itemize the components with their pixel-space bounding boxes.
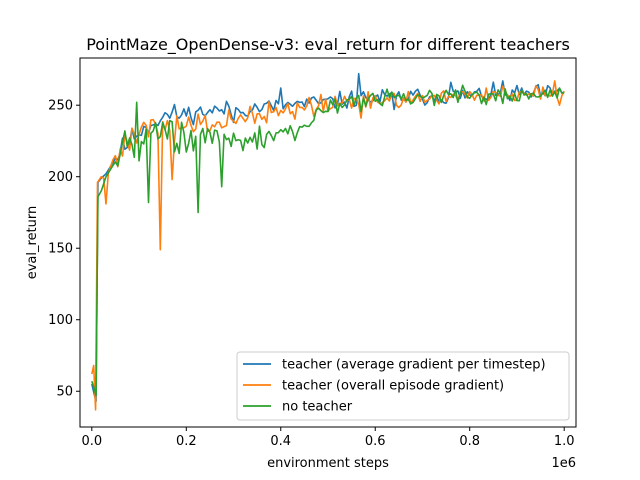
y-axis-ticks: 50 100 150 200 250 xyxy=(48,99,80,400)
x-axis-ticks: 0.0 0.2 0.4 0.6 0.8 1.0 xyxy=(81,427,575,449)
x-tick-label: 0.2 xyxy=(176,434,197,449)
y-tick-label: 150 xyxy=(48,242,73,257)
chart-title: PointMaze_OpenDense-v3: eval_return for … xyxy=(86,35,570,55)
y-tick-label: 250 xyxy=(48,99,73,114)
legend-label: teacher (overall episode gradient) xyxy=(282,379,504,394)
x-tick-label: 0.4 xyxy=(270,434,291,449)
x-axis-offset-label: 1e6 xyxy=(551,456,576,471)
x-tick-label: 0.0 xyxy=(81,434,102,449)
series-line-3 xyxy=(91,84,565,397)
y-tick-label: 50 xyxy=(56,385,73,400)
y-tick-label: 100 xyxy=(48,313,73,328)
x-tick-label: 1.0 xyxy=(554,434,575,449)
x-axis-label: environment steps xyxy=(267,456,389,471)
legend: teacher (average gradient per timestep) t… xyxy=(236,351,570,421)
x-tick-label: 0.6 xyxy=(365,434,386,449)
x-tick-label: 0.8 xyxy=(459,434,480,449)
legend-box xyxy=(236,351,570,421)
legend-label: teacher (average gradient per timestep) xyxy=(282,358,546,373)
y-axis-label: eval_return xyxy=(25,206,40,280)
plot-area xyxy=(79,57,577,428)
axes-frame xyxy=(79,57,577,428)
series-line-1 xyxy=(91,72,565,403)
legend-label: no teacher xyxy=(282,400,353,415)
y-tick-label: 200 xyxy=(48,170,73,185)
